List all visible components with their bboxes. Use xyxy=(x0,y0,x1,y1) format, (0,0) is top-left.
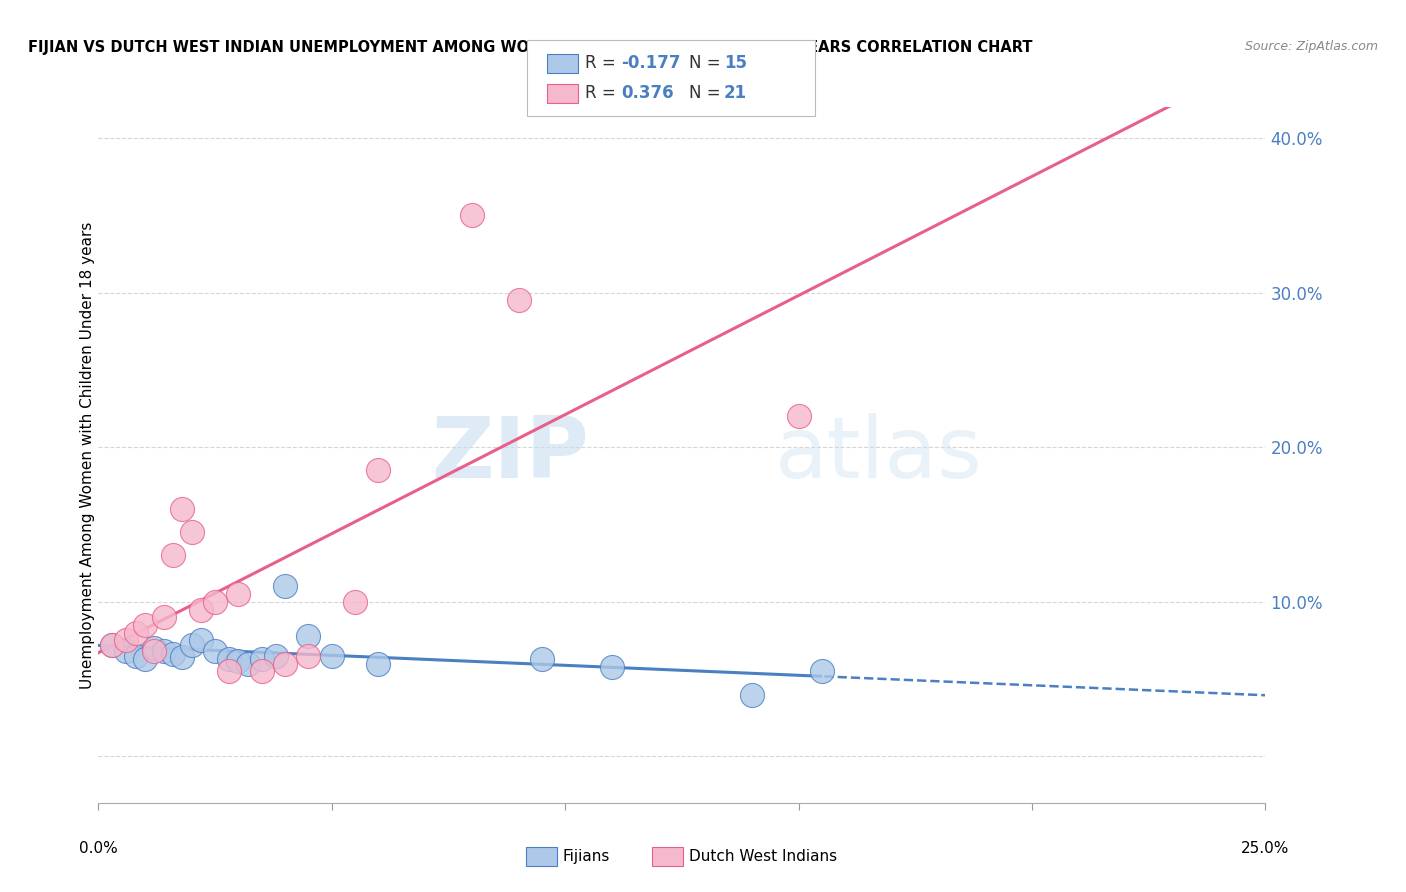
Text: R =: R = xyxy=(585,54,621,72)
Point xyxy=(152,644,174,658)
Point xyxy=(134,652,156,666)
Point xyxy=(274,579,297,593)
Point xyxy=(367,657,389,671)
Point xyxy=(228,587,250,601)
Point xyxy=(180,638,202,652)
Point xyxy=(218,652,240,666)
Point xyxy=(530,652,553,666)
Point xyxy=(172,502,194,516)
Point xyxy=(162,648,184,662)
Point xyxy=(190,633,212,648)
Point xyxy=(190,602,212,616)
Point xyxy=(143,644,166,658)
Text: 21: 21 xyxy=(724,85,747,103)
Text: N =: N = xyxy=(689,85,725,103)
Point xyxy=(162,549,184,563)
Y-axis label: Unemployment Among Women with Children Under 18 years: Unemployment Among Women with Children U… xyxy=(80,221,94,689)
Point xyxy=(508,293,530,308)
Text: 25.0%: 25.0% xyxy=(1241,841,1289,856)
Text: -0.177: -0.177 xyxy=(621,54,681,72)
Point xyxy=(180,525,202,540)
Point xyxy=(125,648,148,663)
Point xyxy=(115,644,138,658)
Point xyxy=(152,610,174,624)
Text: Fijians: Fijians xyxy=(562,849,610,863)
Text: Source: ZipAtlas.com: Source: ZipAtlas.com xyxy=(1244,40,1378,54)
Point xyxy=(172,650,194,665)
Point xyxy=(297,629,319,643)
Point xyxy=(787,409,810,424)
Text: R =: R = xyxy=(585,85,621,103)
Point xyxy=(115,633,138,648)
Point xyxy=(274,657,297,671)
Point xyxy=(143,641,166,656)
Point xyxy=(204,644,226,658)
Point xyxy=(264,648,287,663)
Point xyxy=(204,595,226,609)
Point xyxy=(297,648,319,663)
Point xyxy=(228,654,250,668)
Point xyxy=(367,463,389,477)
Text: ZIP: ZIP xyxy=(430,413,589,497)
Text: atlas: atlas xyxy=(775,413,983,497)
Point xyxy=(741,688,763,702)
Point xyxy=(101,638,124,652)
Point xyxy=(344,595,367,609)
Point xyxy=(125,625,148,640)
Point xyxy=(461,208,484,222)
Text: N =: N = xyxy=(689,54,725,72)
Text: 0.376: 0.376 xyxy=(621,85,673,103)
Point xyxy=(218,665,240,679)
Point xyxy=(321,648,343,663)
Text: FIJIAN VS DUTCH WEST INDIAN UNEMPLOYMENT AMONG WOMEN WITH CHILDREN UNDER 18 YEAR: FIJIAN VS DUTCH WEST INDIAN UNEMPLOYMENT… xyxy=(28,40,1032,55)
Point xyxy=(101,638,124,652)
Text: Dutch West Indians: Dutch West Indians xyxy=(689,849,837,863)
Point xyxy=(134,618,156,632)
Point xyxy=(250,665,273,679)
Point xyxy=(250,652,273,666)
Point xyxy=(811,665,834,679)
Text: 15: 15 xyxy=(724,54,747,72)
Point xyxy=(236,657,259,671)
Text: 0.0%: 0.0% xyxy=(79,841,118,856)
Point xyxy=(600,659,623,673)
